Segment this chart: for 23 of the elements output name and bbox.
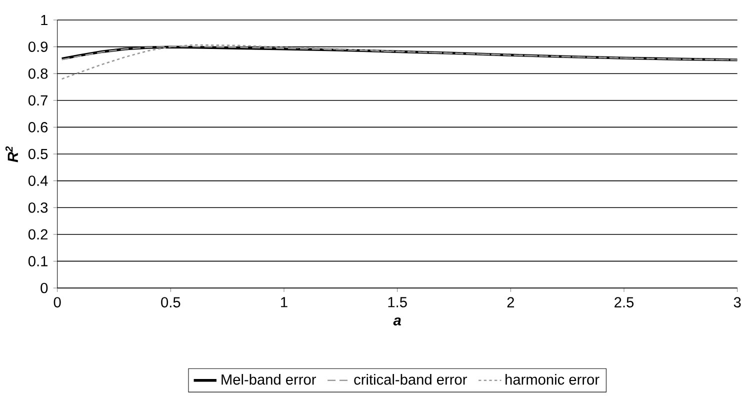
x-tick-label: 2 [507, 297, 514, 308]
legend-label: Mel-band error [222, 374, 316, 385]
y-tick-label: 0.4 [28, 176, 48, 186]
y-tick-label: 0.7 [28, 95, 48, 106]
y-tick-label: 1 [41, 14, 48, 26]
y-tick-label: 0.6 [28, 122, 48, 132]
x-tick-label: 1 [281, 297, 288, 308]
x-tick-label: 3 [734, 297, 741, 308]
y-tick-label: 0.1 [28, 256, 48, 266]
x-tick-label: 0.5 [161, 297, 180, 308]
legend-label: harmonic error [506, 374, 600, 385]
y-tick-label: 0 [40, 282, 48, 294]
y-tick-label: 0.9 [28, 42, 48, 52]
y-tick-label: 0.8 [28, 68, 48, 79]
x-tick-label: 1.5 [388, 297, 407, 308]
x-axis-title: a [393, 317, 401, 326]
x-tick-label: 0 [54, 297, 61, 308]
y-tick-label: 0.5 [28, 148, 48, 160]
y-tick-label: 0.3 [28, 202, 48, 213]
y-tick-label: 0.2 [28, 229, 48, 240]
y-axis-title: R$^{2}$ [5, 146, 18, 162]
legend-label: critical-band error [354, 374, 467, 385]
x-tick-label: 2.5 [614, 297, 634, 308]
